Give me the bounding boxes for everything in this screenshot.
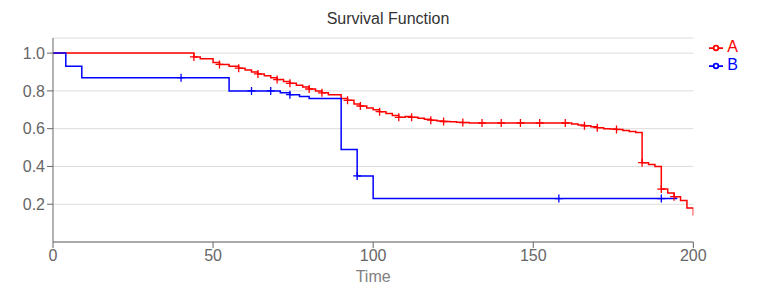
svg-text:100: 100 — [360, 247, 387, 264]
svg-text:50: 50 — [204, 247, 222, 264]
svg-text:0.2: 0.2 — [23, 196, 45, 213]
html-text:Survival Function: Survival Function — [326, 10, 450, 27]
svg-text:0.8: 0.8 — [23, 83, 45, 100]
svg-text:1.0: 1.0 — [23, 45, 45, 62]
svg-text:0: 0 — [49, 247, 58, 264]
html-text:A: A — [727, 38, 738, 55]
svg-text:200: 200 — [680, 247, 707, 264]
svg-text:150: 150 — [520, 247, 547, 264]
svg-text:0.6: 0.6 — [23, 120, 45, 137]
svg-text:Time: Time — [356, 268, 391, 285]
html-text:B: B — [727, 56, 738, 73]
svg-text:0.4: 0.4 — [23, 158, 45, 175]
